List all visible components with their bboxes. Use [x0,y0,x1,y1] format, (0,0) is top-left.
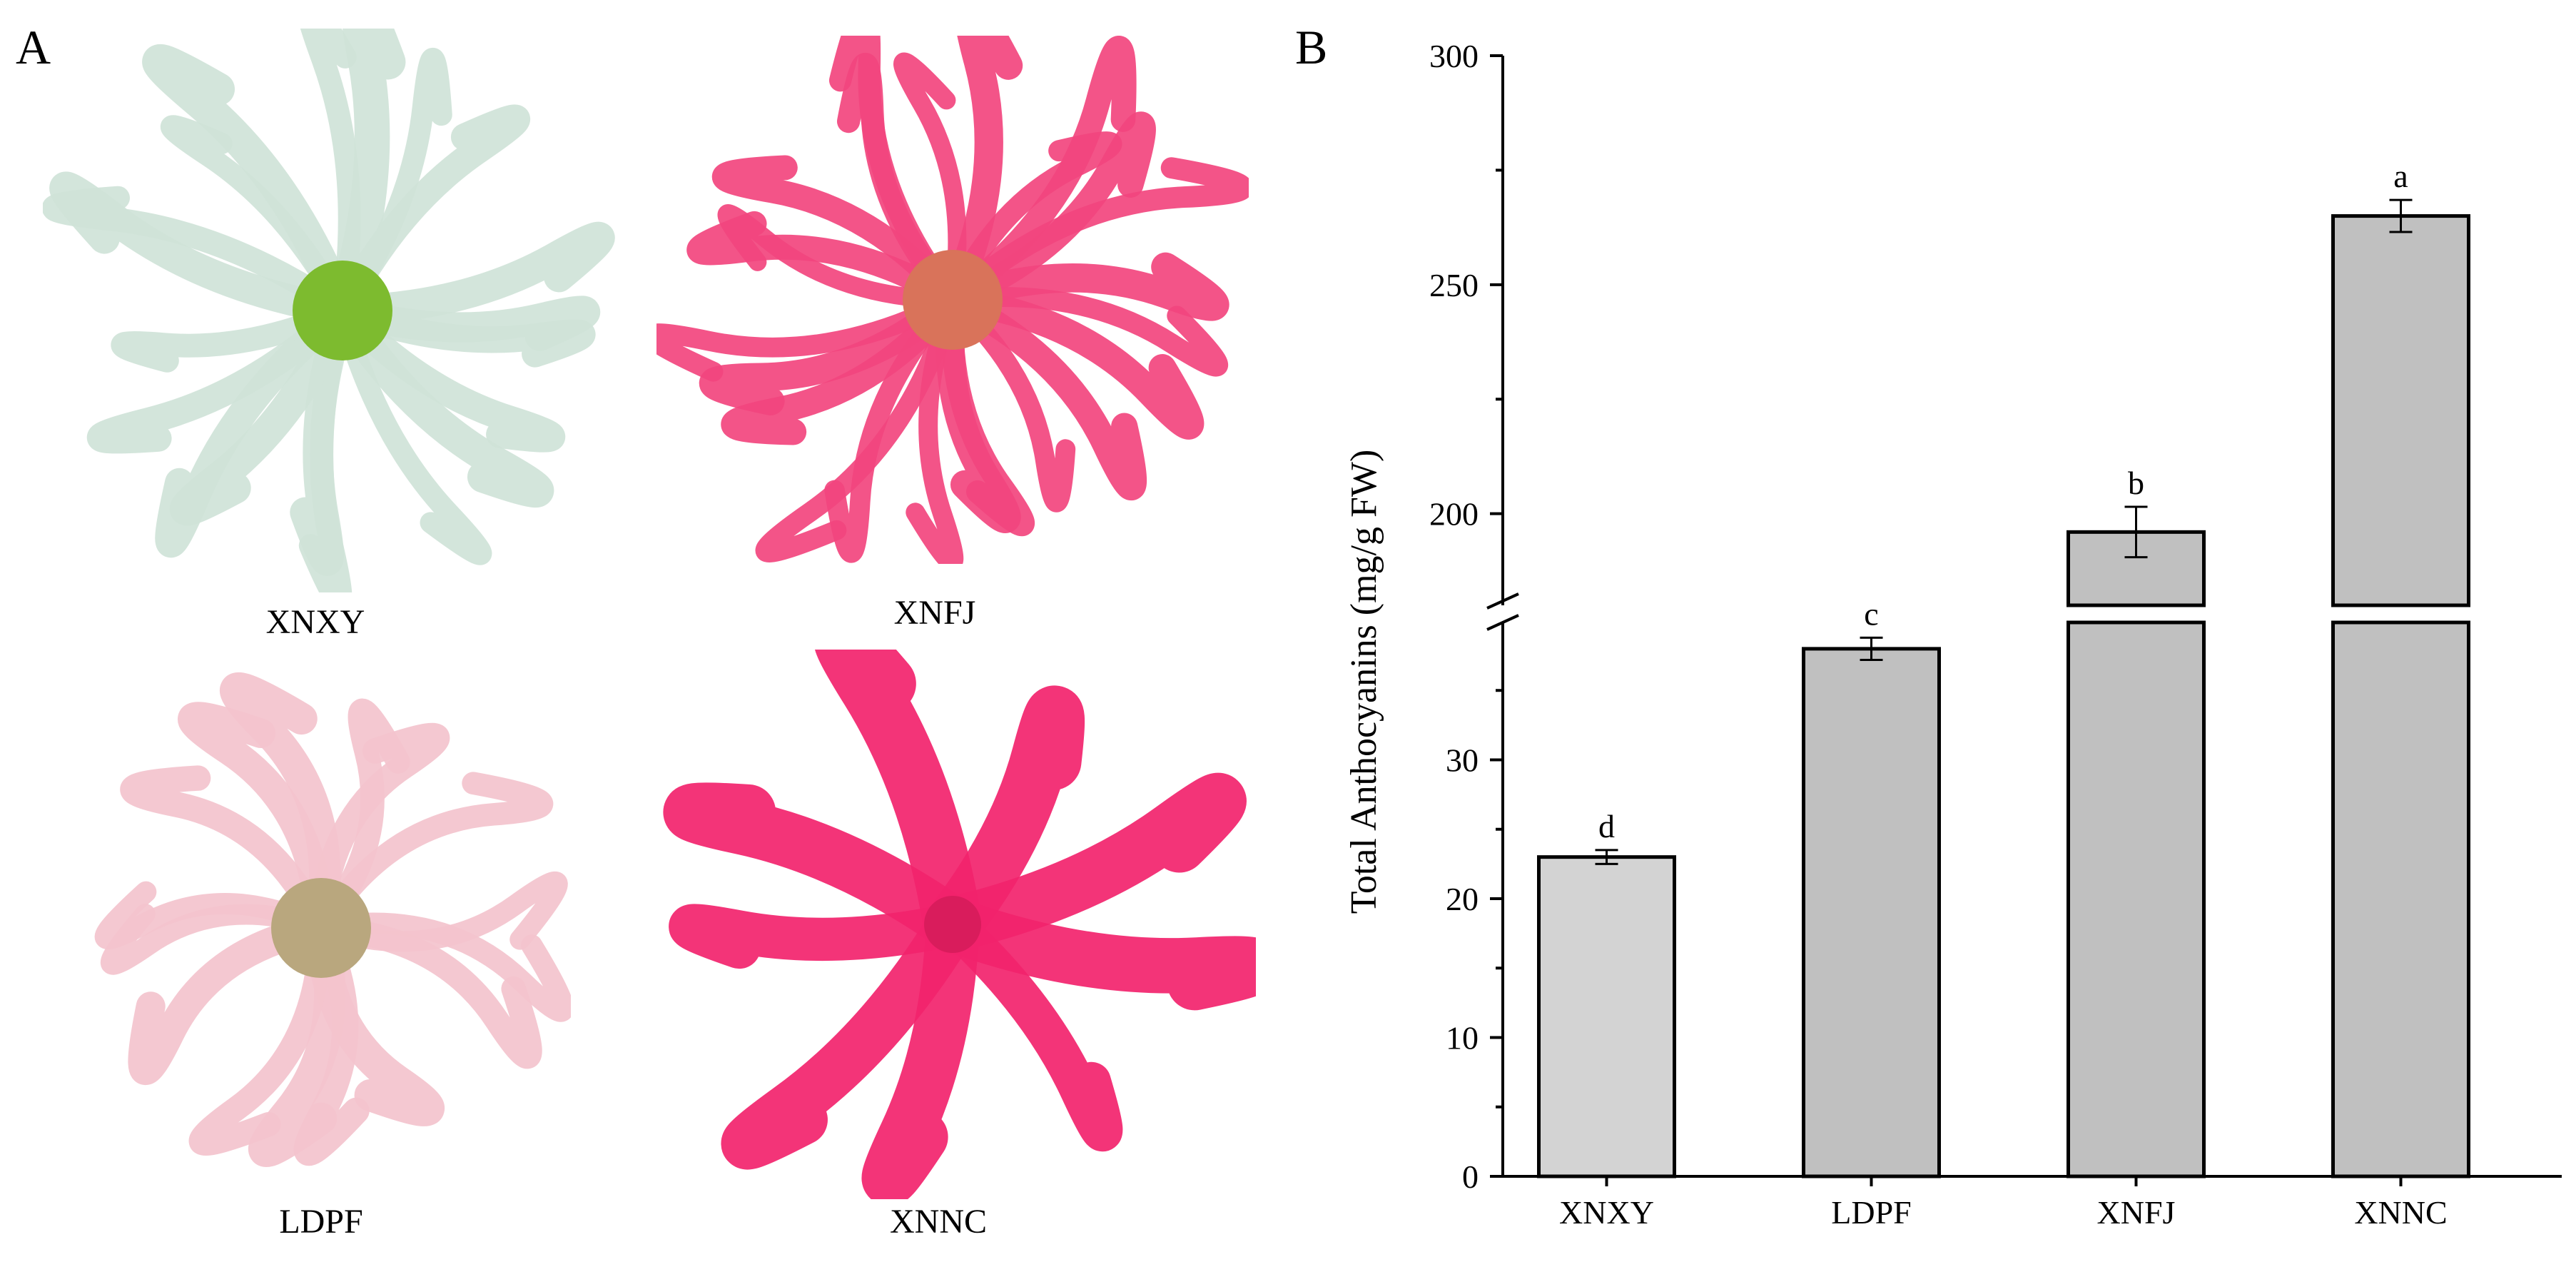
petal [828,36,964,311]
panel-b-letter: B [1295,20,1328,74]
petal [943,290,1076,513]
petal [942,157,1249,311]
petal [925,772,1247,952]
y-tick-label: 200 [1429,496,1479,532]
x-tick-label-xnxy: XNXY [1559,1194,1654,1231]
y-tick-label: 20 [1446,881,1479,917]
petal [699,286,967,415]
petal [933,904,1123,1152]
petal [94,881,332,949]
petal [86,297,356,454]
y-tick-label: 300 [1429,38,1479,74]
bar-xnxy [1537,855,1676,1178]
petal [943,287,1229,377]
petal [325,29,406,328]
petal [332,300,492,565]
flower-center [293,261,392,360]
petal [128,913,336,1085]
significance-letter-xnxy: d [1598,808,1615,844]
petal [120,765,334,941]
petal [925,897,1256,1011]
error-bar-xnnc [2389,198,2413,233]
x-tick-label-ldpf: LDPF [1831,1194,1911,1231]
error-bar-xnxy [1595,849,1618,865]
flower-label-xnnc: XNNC [889,1203,987,1241]
petal [310,871,568,952]
petal [656,290,963,382]
petal [938,252,1229,321]
petal [893,52,967,310]
flower-label-ldpf: LDPF [279,1203,363,1241]
significance-letter-ldpf: c [1864,595,1878,632]
y-tick-label: 250 [1429,267,1479,303]
significance-letter-xnnc: a [2393,158,2408,194]
petal [939,286,1147,501]
y-tick-label: 30 [1446,742,1479,779]
petal [49,171,358,326]
petal [923,685,1085,954]
axis-break-mark [1486,614,1519,631]
petal [328,104,531,325]
petal [328,296,601,351]
petal [327,221,615,326]
petal [142,44,360,328]
flower-xnfj-image [656,36,1249,564]
axis-break-mark [1486,592,1519,610]
y-tick-label: 0 [1462,1158,1479,1195]
flower-center [903,250,1003,350]
flower-label-xnfj: XNFJ [893,594,976,632]
panel-a-letter: A [16,20,51,74]
petal [111,298,355,373]
petal [669,902,975,969]
petal [861,897,980,1199]
y-tick-label: 10 [1446,1020,1479,1056]
flower-ldpf-image [94,672,571,1167]
petal [308,722,450,941]
petal [721,899,978,1170]
error-bar-ldpf [1860,636,1883,661]
bar-ldpf [1802,647,1941,1178]
petal [326,294,554,508]
x-tick-label-xnfj: XNFJ [2097,1194,2176,1231]
petal [663,782,980,952]
error-bar-xnfj [2124,505,2148,559]
flower-xnnc-image [663,650,1256,1199]
petal [188,915,334,1156]
bar-xnfj-lower [2067,620,2206,1178]
flower-center [924,896,981,953]
petal [717,204,962,309]
flower-center [271,878,371,978]
petal [248,912,346,1167]
bar-xnnc-lower [2331,620,2470,1178]
y-axis-label: Total Anthocyanins (mg/g FW) [1344,450,1384,914]
flower-xnxy-image [43,29,615,592]
petal [755,290,963,562]
petal [938,36,1023,315]
petal [938,286,1205,440]
petal [310,772,554,939]
petal [935,285,1021,533]
bar-xnnc [2331,214,2470,607]
petal [942,131,1122,311]
petal [815,650,983,954]
x-tick-label-xnnc: XNNC [2354,1194,2447,1231]
flower-label-xnxy: XNXY [265,603,365,641]
significance-letter-xnfj: b [2128,465,2144,501]
